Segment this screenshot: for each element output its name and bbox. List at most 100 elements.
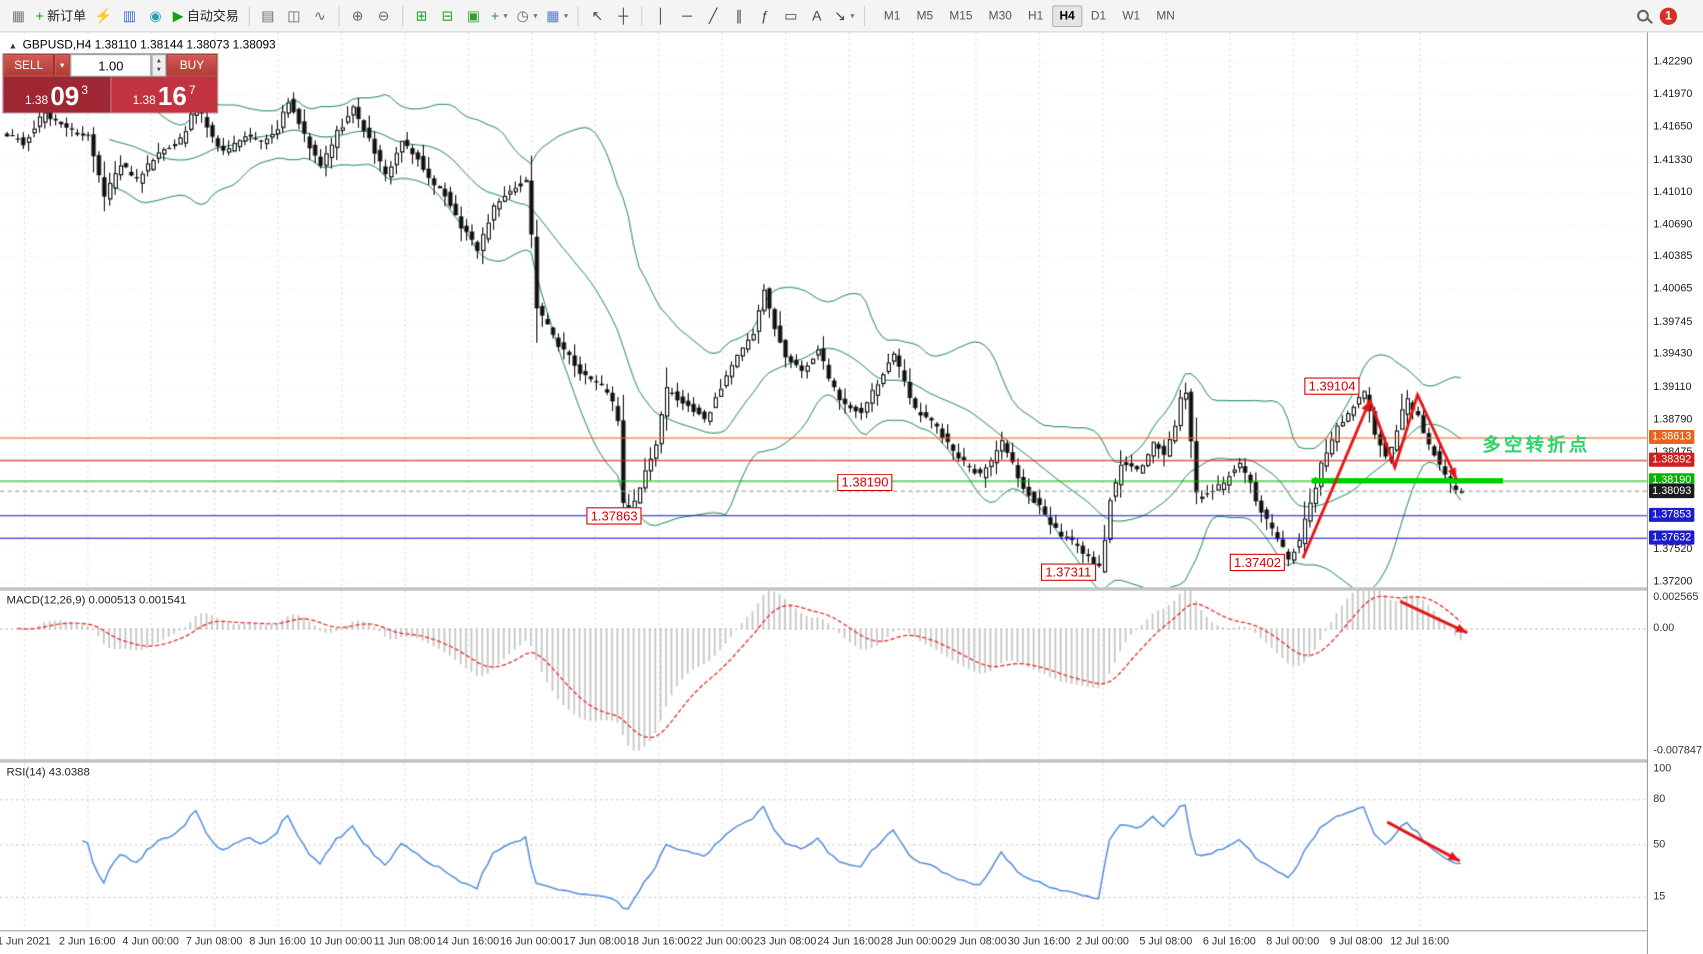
price-chart-canvas[interactable] <box>0 32 1647 588</box>
one-click-trading-widget: SELL ▾ 1.00 ▴ ▾ BUY 1.38 09 3 1.38 16 7 <box>3 54 218 113</box>
buy-price-button[interactable]: 1.38 16 7 <box>110 76 218 113</box>
price-annotation-label[interactable]: 1.37863 <box>586 507 642 525</box>
ohlc-values: GBPUSD,H4 1.38110 1.38144 1.38073 1.3809… <box>22 38 276 52</box>
horizontal-line-icon[interactable]: ─ <box>675 3 699 29</box>
price-annotation-label[interactable]: 1.38190 <box>837 473 893 492</box>
collapse-triangle-icon[interactable]: ▲ <box>8 40 18 51</box>
toolbar-separator <box>641 5 643 26</box>
price-annotation-label[interactable]: 1.39104 <box>1304 377 1360 395</box>
toolbar-left-group: ▦ + 新订单 ⚡ ▥ ◉ ▶ 自动交易 ▤ ◫ ∿ ⊕ ⊖ ⊞ ⊟ ▣ + ▾ ◷ ▾ ▦ ▾ ↖ ┼ │ ─ ╱ ∥ ƒ ▭ A ↘ ▾ <box>6 3 869 29</box>
auto-trading-button-label: 自动交易 <box>186 8 239 24</box>
order-type-dropdown[interactable]: ▾ <box>54 54 71 77</box>
panel-separator[interactable] <box>0 587 1703 591</box>
candlestick-chart-icon[interactable]: ◫ <box>282 3 306 29</box>
panel-separator[interactable] <box>0 759 1703 763</box>
text-icon: A <box>812 7 822 24</box>
time-axis-label: 17 Jun 08:00 <box>563 935 627 948</box>
spinner-up-icon[interactable]: ▴ <box>157 57 161 65</box>
new-order-button[interactable]: + 新订单 <box>32 3 89 29</box>
fibonacci-icon[interactable]: ƒ <box>753 3 777 29</box>
sell-button[interactable]: SELL <box>3 54 55 77</box>
zoom-out-icon[interactable]: ⊖ <box>372 3 396 29</box>
line-chart-icon[interactable]: ∿ <box>308 3 332 29</box>
vertical-line-icon: │ <box>656 7 666 24</box>
timeframe-m30[interactable]: M30 <box>988 9 1012 23</box>
horizontal-line-icon: ─ <box>682 7 693 24</box>
templates-icon[interactable]: ▦ ▾ <box>543 3 571 29</box>
timeframe-w1[interactable]: W1 <box>1122 9 1141 23</box>
chevron-down-icon[interactable]: ▾ <box>533 10 538 21</box>
vertical-line-icon[interactable]: │ <box>649 3 673 29</box>
timeframe-m5[interactable]: M5 <box>916 9 934 23</box>
volume-input[interactable]: 1.00 <box>70 54 152 77</box>
price-tick: 1.41010 <box>1653 186 1693 199</box>
toolbar-separator <box>577 5 580 26</box>
mql5-community-icon[interactable]: ⚡ <box>91 3 115 29</box>
indicators-icon[interactable]: + ▾ <box>487 3 511 29</box>
rsi-scale-label: 15 <box>1653 890 1666 903</box>
time-axis-label: 2 Jul 00:00 <box>1075 935 1129 948</box>
periods-icon[interactable]: ◷ ▾ <box>513 3 540 29</box>
chevron-down-icon[interactable]: ▾ <box>563 10 569 21</box>
templates-icon: ▦ <box>546 7 560 24</box>
arrows-icon[interactable]: ↘ ▾ <box>831 3 858 29</box>
zoom-in-icon[interactable]: ⊕ <box>346 3 370 29</box>
cascade-windows-icon[interactable]: ▣ <box>461 3 485 29</box>
shapes-icon[interactable]: ▭ <box>779 3 803 29</box>
price-annotation-label[interactable]: 1.37402 <box>1229 553 1286 572</box>
volume-stepper[interactable]: ▴ ▾ <box>151 54 167 77</box>
spinner-down-icon[interactable]: ▾ <box>157 65 161 74</box>
time-axis-label: 11 Jun 08:00 <box>373 935 436 948</box>
timeframe-h4[interactable]: H4 <box>1051 4 1083 27</box>
time-axis-label: 24 Jun 16:00 <box>817 935 880 948</box>
trendline-icon[interactable]: ╱ <box>701 3 725 29</box>
timeframe-m15[interactable]: M15 <box>949 9 973 23</box>
price-annotation-label[interactable]: 1.37311 <box>1040 563 1096 581</box>
bar-chart-icon[interactable]: ▤ <box>256 3 280 29</box>
market-watch-icon[interactable]: ▥ <box>118 3 142 29</box>
time-axis-label: 4 Jun 00:00 <box>122 935 179 948</box>
text-icon[interactable]: A <box>805 3 829 29</box>
macd-indicator-label: MACD(12,26,9) 0.000513 0.001541 <box>6 593 187 607</box>
crosshair-icon[interactable]: ┼ <box>611 3 635 29</box>
time-axis-label: 14 Jun 16:00 <box>436 935 500 948</box>
auto-trading-button[interactable]: ▶ 自动交易 <box>170 3 242 29</box>
sell-price-big: 09 <box>50 82 80 112</box>
macd-panel-canvas[interactable] <box>0 590 1647 760</box>
timeframe-mn[interactable]: MN <box>1156 9 1175 23</box>
trendline-icon: ╱ <box>708 7 718 24</box>
tile-horizontal-icon: ⊟ <box>441 7 454 24</box>
rsi-scale-label: 100 <box>1653 763 1672 775</box>
channel-icon[interactable]: ∥ <box>727 3 751 29</box>
chevron-down-icon[interactable]: ▾ <box>503 10 508 21</box>
timeframe-m1[interactable]: M1 <box>883 9 901 23</box>
time-axis-label: 2 Jun 16:00 <box>58 935 116 948</box>
time-axis-label: 16 Jun 00:00 <box>500 935 563 948</box>
buy-button[interactable]: BUY <box>166 54 218 77</box>
time-axis-label: 29 Jun 08:00 <box>944 935 1007 948</box>
strategy-tester-icon[interactable]: ◉ <box>144 3 168 29</box>
chevron-down-icon: ▾ <box>59 60 65 71</box>
rsi-panel-canvas[interactable] <box>0 762 1647 931</box>
price-scale[interactable]: 1.42290 1.41970 1.41650 1.41330 1.41010 1.406… <box>1646 32 1703 954</box>
time-axis-label: 30 Jun 16:00 <box>1007 935 1071 948</box>
tile-windows-icon[interactable]: ⊞ <box>410 3 434 29</box>
price-line-marker: 1.38093 <box>1648 483 1695 498</box>
time-axis[interactable]: 1 Jun 2021 2 Jun 16:00 4 Jun 00:00 7 Jun 08… <box>0 930 1647 954</box>
timeframe-d1[interactable]: D1 <box>1090 9 1107 23</box>
price-tick: 1.39430 <box>1653 348 1693 360</box>
bar-chart-icon: ▤ <box>261 7 275 24</box>
timeframe-h1[interactable]: H1 <box>1028 9 1044 23</box>
sell-price-small: 1.38 <box>25 94 49 108</box>
tile-windows-icon: ⊞ <box>415 7 428 24</box>
chevron-down-icon[interactable]: ▾ <box>850 10 855 21</box>
search-icon[interactable] <box>1637 9 1649 22</box>
tile-horizontal-icon[interactable]: ⊟ <box>436 3 460 29</box>
notification-badge[interactable]: 1 <box>1659 7 1678 25</box>
zoom-in-icon: ⊕ <box>351 7 364 24</box>
turning-point-note[interactable]: 多空转折点 <box>1482 434 1591 456</box>
cursor-icon[interactable]: ↖ <box>585 3 609 29</box>
chart-window-icon[interactable]: ▦ <box>6 3 30 29</box>
toolbar-right-group: 1 <box>1637 7 1696 25</box>
sell-price-button[interactable]: 1.38 09 3 <box>3 76 111 113</box>
